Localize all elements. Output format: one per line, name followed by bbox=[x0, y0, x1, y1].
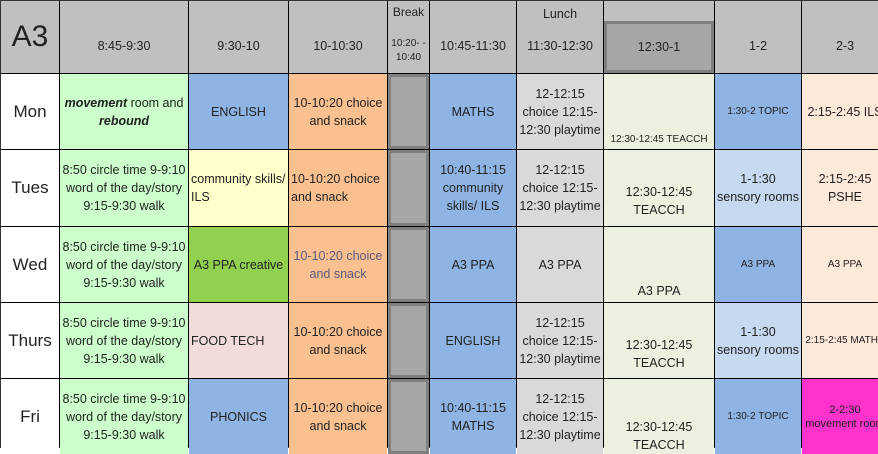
header-cell: 2-3 bbox=[802, 1, 878, 73]
break-cell bbox=[388, 303, 429, 378]
cell: 10-10:20 choice and snack bbox=[289, 379, 387, 454]
cell: 8:50 circle time 9-9:10 word of the day/… bbox=[60, 379, 188, 454]
cell: movement room and rebound bbox=[60, 74, 188, 149]
header-break: Break 10:20- - 10:40 bbox=[388, 1, 429, 73]
day-label: Wed bbox=[1, 227, 59, 302]
header-cell: 9:30-10 bbox=[189, 1, 288, 73]
header-cell: 10-10:30 bbox=[289, 1, 387, 73]
cell: A3 PPA bbox=[802, 227, 878, 302]
cell: 12-12:15 choice 12:15-12:30 playtime bbox=[517, 74, 603, 149]
cell: A3 PPA bbox=[715, 227, 801, 302]
header-cell: 8:45-9:30 bbox=[60, 1, 188, 73]
cell: ENGLISH bbox=[189, 74, 288, 149]
class-title: A3 bbox=[1, 1, 59, 73]
cell: 10:40-11:15 community skills/ ILS bbox=[430, 150, 516, 226]
day-label: Thurs bbox=[1, 303, 59, 378]
cell: FOOD TECH bbox=[189, 303, 288, 378]
cell: 8:50 circle time 9-9:10 word of the day/… bbox=[60, 227, 188, 302]
day-label: Mon bbox=[1, 74, 59, 149]
break-cell bbox=[388, 379, 429, 454]
break-cell bbox=[388, 74, 429, 149]
break-cell bbox=[388, 227, 429, 302]
cell: 10:40-11:15 MATHS bbox=[430, 379, 516, 454]
break-time: 10:20- - 10:40 bbox=[391, 38, 426, 63]
header-lunch: Lunch 11:30-12:30 bbox=[517, 1, 603, 73]
cell: 1-1:30 sensory rooms bbox=[715, 303, 801, 378]
cell: 10-10:20 choice and snack bbox=[289, 74, 387, 149]
cell: 12:30-12:45 TEACCH bbox=[604, 74, 714, 149]
cell: 1:30-2 TOPIC bbox=[715, 74, 801, 149]
break-cell bbox=[388, 150, 429, 226]
cell: 12-12:15 choice 12:15-12:30 playtime bbox=[517, 303, 603, 378]
cell: 2:15-2:45 MATHS bbox=[802, 303, 878, 378]
day-label: Fri bbox=[1, 379, 59, 454]
break-label: Break bbox=[392, 5, 425, 19]
cell: 12:30-12:45 TEACCH bbox=[604, 150, 714, 226]
header-cell: 1-2 bbox=[715, 1, 801, 73]
cell: 1-1:30 sensory rooms bbox=[715, 150, 801, 226]
cell: community skills/ ILS bbox=[189, 150, 288, 226]
cell: PHONICS bbox=[189, 379, 288, 454]
cell: 10-10:20 choice and snack bbox=[289, 303, 387, 378]
cell: 10-10:20 choice and snack bbox=[289, 150, 387, 226]
cell: 1:30-2 TOPIC bbox=[715, 379, 801, 454]
cell: MATHS bbox=[430, 74, 516, 149]
header-1230: 12:30-1 bbox=[604, 21, 714, 73]
cell: 12-12:15 choice 12:15-12:30 playtime bbox=[517, 150, 603, 226]
header-cell: 10:45-11:30 bbox=[430, 1, 516, 73]
day-label: Tues bbox=[1, 150, 59, 226]
cell: 12:30-12:45 TEACCH bbox=[604, 379, 714, 454]
cell: 2-2:30 movement room bbox=[802, 379, 878, 454]
cell: 8:50 circle time 9-9:10 word of the day/… bbox=[60, 303, 188, 378]
cell: A3 PPA bbox=[517, 227, 603, 302]
cell: 2:15-2:45 ILS bbox=[802, 74, 878, 149]
cell: A3 PPA creative bbox=[189, 227, 288, 302]
cell: 2:15-2:45 PSHE bbox=[802, 150, 878, 226]
cell: ENGLISH bbox=[430, 303, 516, 378]
header-cell: 12:30-1 bbox=[604, 1, 714, 73]
cell: A3 PPA bbox=[604, 227, 714, 302]
cell: 12-12:15 choice 12:15-12:30 playtime bbox=[517, 379, 603, 454]
cell: A3 PPA bbox=[430, 227, 516, 302]
lunch-label: Lunch bbox=[542, 7, 578, 21]
cell: 12:30-12:45 TEACCH bbox=[604, 303, 714, 378]
lunch-time: 11:30-12:30 bbox=[527, 39, 593, 53]
cell: 8:50 circle time 9-9:10 word of the day/… bbox=[60, 150, 188, 226]
cell: 10-10:20 choice and snack bbox=[289, 227, 387, 302]
